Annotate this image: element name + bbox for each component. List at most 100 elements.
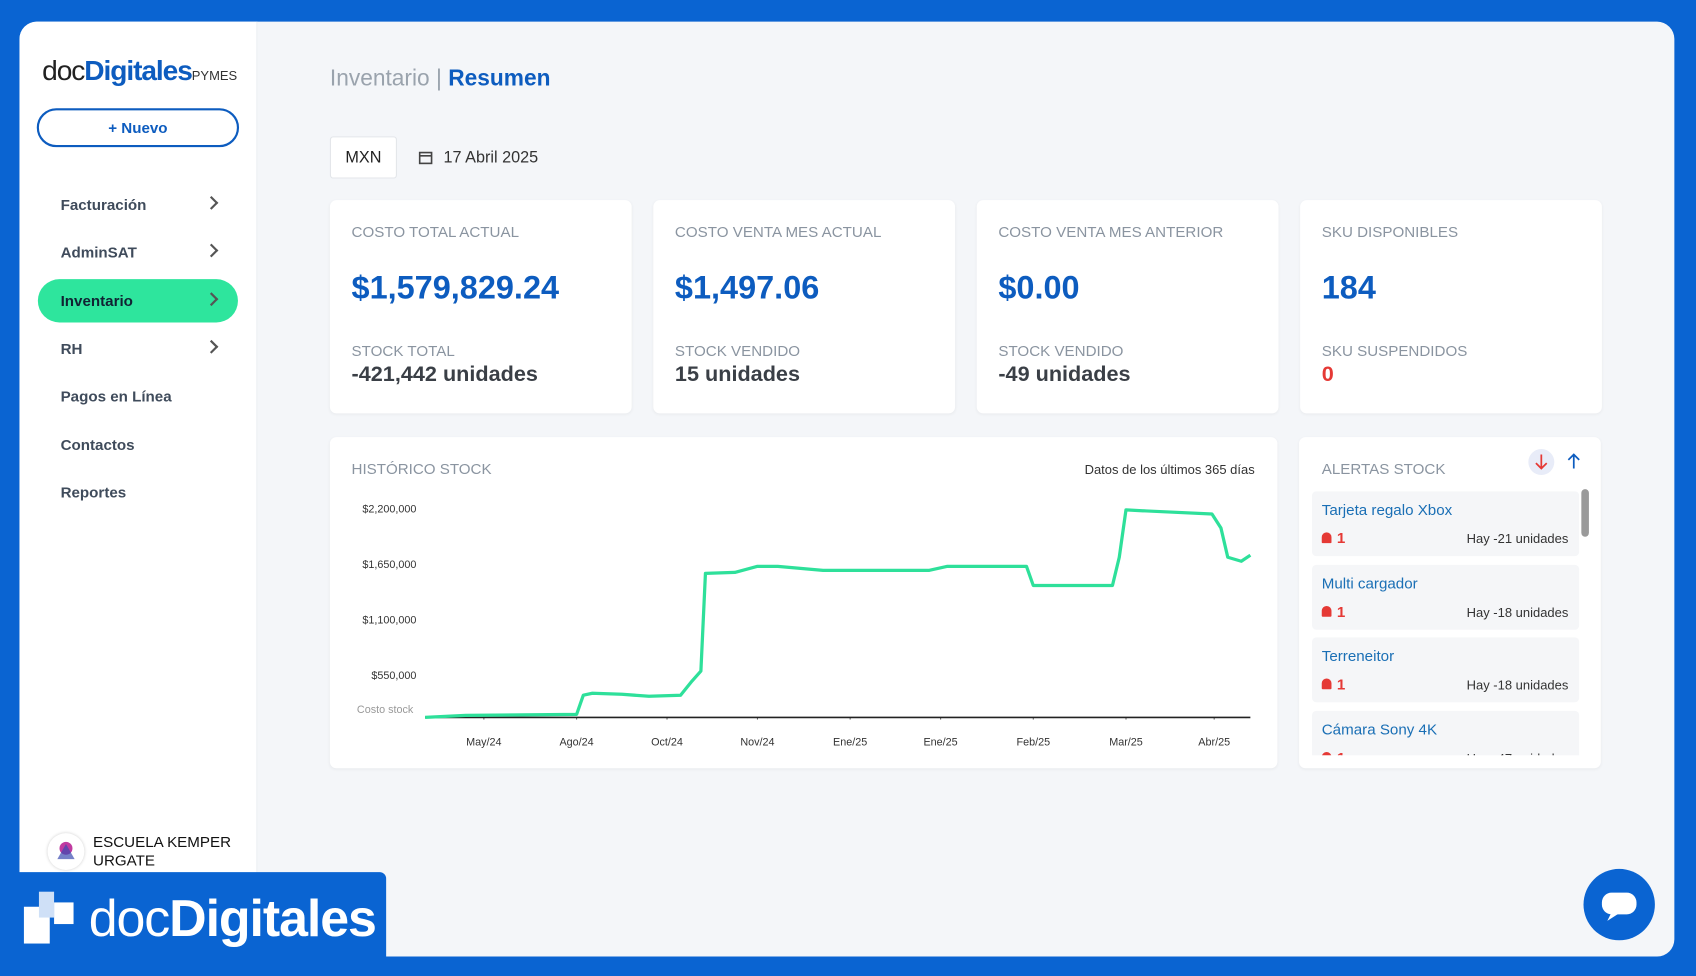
chart-note: Datos de los últimos 365 días bbox=[1085, 462, 1256, 477]
menu-item[interactable]: Contactos bbox=[60, 435, 135, 453]
kpi-value: 184 bbox=[1321, 270, 1376, 307]
bell-icon bbox=[1321, 678, 1332, 690]
alert-name: Tarjeta regalo Xbox bbox=[1321, 500, 1453, 519]
bell-icon bbox=[1321, 532, 1332, 544]
menu-item[interactable]: Facturación bbox=[38, 183, 238, 226]
x-tick-label: Ene/25 bbox=[923, 737, 957, 749]
banner-prefix: doc bbox=[88, 890, 171, 948]
menu-item[interactable]: Pagos en Línea bbox=[60, 387, 172, 405]
breadcrumb-separator: | bbox=[435, 66, 442, 91]
alert-count: 1 bbox=[1321, 675, 1346, 693]
company-line: ESCUELA KEMPER bbox=[93, 833, 232, 851]
alert-item[interactable]: Terreneitor 1 Hay -18 unidades bbox=[1312, 637, 1580, 703]
alert-text: Hay -18 unidades bbox=[1466, 677, 1569, 693]
alert-count-value: 1 bbox=[1336, 675, 1346, 693]
chart-title: HISTÓRICO STOCK bbox=[352, 461, 492, 478]
x-tick-label: Feb/25 bbox=[1016, 737, 1050, 749]
calendar-icon bbox=[418, 151, 433, 165]
logo-prefix: doc bbox=[42, 54, 85, 87]
x-tick-label: Ene/25 bbox=[833, 737, 867, 749]
kpi-label: COSTO TOTAL ACTUAL bbox=[351, 222, 519, 241]
y-axis-label: Costo stock bbox=[357, 704, 414, 716]
alert-count: 1 bbox=[1321, 602, 1346, 620]
alerts-list: Tarjeta regalo Xbox 1 Hay -21 unidades Mult… bbox=[1299, 491, 1601, 756]
banner-icon bbox=[23, 891, 74, 944]
avatar-icon bbox=[57, 841, 75, 860]
app-panel: docDigitalesPYMES + Nuevo Facturación Adm… bbox=[19, 21, 1675, 957]
company-name: ESCUELA KEMPER URGATE bbox=[93, 833, 231, 870]
kpi-label: SKU DISPONIBLES bbox=[1321, 222, 1459, 241]
alert-item[interactable]: Tarjeta regalo Xbox 1 Hay -21 unidades bbox=[1312, 491, 1580, 557]
menu-item[interactable]: AdminSAT bbox=[38, 231, 238, 274]
y-tick-label: $1,100,000 bbox=[362, 614, 416, 626]
chevron bbox=[204, 195, 219, 210]
chevron bbox=[204, 291, 219, 306]
logo-suffix: PYMES bbox=[191, 68, 238, 84]
kpi-sub-value: -49 unidades bbox=[998, 362, 1131, 387]
menu-item[interactable]: RH bbox=[38, 327, 238, 370]
alert-item[interactable]: Multi cargador 1 Hay -18 unidades bbox=[1312, 564, 1580, 630]
currency-select[interactable]: MXN bbox=[329, 136, 397, 179]
bell-icon bbox=[1321, 605, 1332, 617]
alert-count: 1 bbox=[1321, 749, 1345, 756]
kpi-sub-label: SKU SUSPENDIDOS bbox=[1321, 341, 1468, 360]
kpi-card: COSTO VENTA MES ANTERIOR $0.00 STOCK VENDI… bbox=[976, 200, 1279, 414]
kpi-sub-value: 15 unidades bbox=[674, 362, 800, 387]
x-tick-label: May/24 bbox=[466, 737, 501, 749]
alert-count-value: 1 bbox=[1337, 749, 1345, 755]
x-tick-label: Mar/25 bbox=[1109, 737, 1143, 749]
x-tick-label: Oct/24 bbox=[651, 737, 683, 749]
company-line: URGATE bbox=[93, 851, 156, 869]
stock-line bbox=[424, 508, 1252, 720]
menu-item[interactable]: Inventario bbox=[37, 278, 238, 323]
banner-logo: docDigitales bbox=[88, 889, 377, 949]
kpi-card: COSTO VENTA MES ACTUAL $1,497.06 STOCK VEN… bbox=[653, 200, 956, 414]
new-button[interactable]: + Nuevo bbox=[36, 108, 240, 148]
alert-name: Cámara Sony 4K bbox=[1321, 720, 1438, 739]
alert-name: Terreneitor bbox=[1321, 647, 1395, 665]
kpi-sub-value: -421,442 unidades bbox=[351, 362, 538, 387]
kpi-sub-value: 0 bbox=[1321, 362, 1334, 387]
date-picker[interactable]: 17 Abril 2025 bbox=[443, 148, 539, 167]
x-tick-label: Abr/25 bbox=[1198, 737, 1230, 749]
sidebar: docDigitalesPYMES + Nuevo Facturación Adm… bbox=[19, 21, 258, 957]
alert-count-value: 1 bbox=[1336, 529, 1346, 547]
x-tick-label: Ago/24 bbox=[559, 737, 593, 749]
kpi-value: $1,497.06 bbox=[674, 270, 820, 307]
banner-main: Digitales bbox=[169, 890, 377, 948]
breadcrumb-page: Resumen bbox=[448, 66, 551, 91]
logo-main: Digitales bbox=[84, 54, 193, 87]
y-tick-label: $550,000 bbox=[371, 670, 416, 682]
chat-icon bbox=[1601, 892, 1637, 921]
kpi-label: COSTO VENTA MES ACTUAL bbox=[674, 222, 882, 241]
alert-text: Hay -21 unidades bbox=[1466, 531, 1569, 547]
kpi-value: $0.00 bbox=[998, 270, 1080, 307]
menu-item[interactable]: Reportes bbox=[60, 483, 127, 501]
banner: docDigitales bbox=[0, 872, 387, 976]
kpi-sub-label: STOCK TOTAL bbox=[351, 341, 455, 360]
chart: HISTÓRICO STOCK Datos de los últimos 365 … bbox=[352, 461, 1256, 749]
kpi-value: $1,579,829.24 bbox=[351, 270, 560, 307]
bell-icon bbox=[1321, 752, 1332, 756]
sort-buttons[interactable] bbox=[1527, 448, 1592, 476]
alert-name: Multi cargador bbox=[1321, 574, 1418, 592]
kpi-sub-label: STOCK VENDIDO bbox=[674, 341, 801, 360]
kpi-card: SKU DISPONIBLES 184 SKU SUSPENDIDOS 0 bbox=[1300, 200, 1602, 414]
chevron bbox=[204, 243, 219, 258]
y-tick-label: $2,200,000 bbox=[362, 504, 416, 516]
kpi-card: COSTO TOTAL ACTUAL $1,579,829.24 STOCK TOT… bbox=[329, 200, 632, 414]
alerts-card: ALERTAS STOCK Tarjeta regalo Xbox 1 Hay -2… bbox=[1299, 437, 1601, 769]
company-avatar bbox=[47, 833, 85, 870]
alert-item[interactable]: Cámara Sony 4K 1 Hay -47 unidades bbox=[1312, 711, 1580, 756]
kpi-label: COSTO VENTA MES ANTERIOR bbox=[998, 222, 1224, 241]
x-tick-label: Nov/24 bbox=[740, 737, 774, 749]
chat-button[interactable] bbox=[1583, 868, 1655, 941]
alert-count-value: 1 bbox=[1336, 602, 1346, 620]
kpi-sub-label: STOCK VENDIDO bbox=[998, 341, 1124, 360]
logo: docDigitalesPYMES bbox=[42, 54, 237, 88]
y-tick-label: $1,650,000 bbox=[362, 559, 416, 571]
breadcrumb-section[interactable]: Inventario bbox=[329, 66, 430, 91]
chevron bbox=[204, 339, 219, 354]
page-header: Inventario | Resumen bbox=[330, 66, 551, 92]
